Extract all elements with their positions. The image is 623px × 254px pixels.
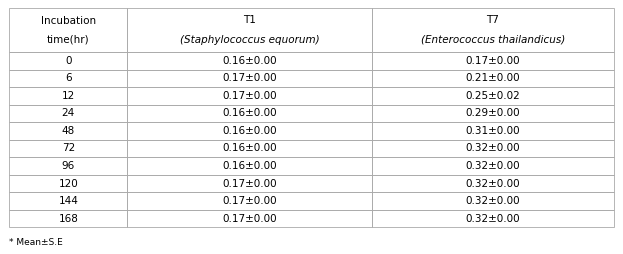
- Bar: [9, 140, 127, 157]
- Text: 0.29±0.00: 0.29±0.00: [465, 108, 520, 118]
- Text: 0.25±0.02: 0.25±0.02: [465, 91, 520, 101]
- Text: 0.21±0.00: 0.21±0.00: [465, 73, 520, 83]
- Bar: [127, 122, 372, 140]
- Bar: [9, 70, 127, 87]
- Text: Incubation: Incubation: [40, 16, 96, 26]
- Text: 0.16±0.00: 0.16±0.00: [222, 144, 277, 153]
- Text: 0.17±0.00: 0.17±0.00: [222, 91, 277, 101]
- Text: 0.32±0.00: 0.32±0.00: [465, 179, 520, 188]
- Bar: [9, 210, 127, 227]
- Text: 72: 72: [62, 144, 75, 153]
- Text: 0.17±0.00: 0.17±0.00: [465, 56, 520, 66]
- Text: 6: 6: [65, 73, 72, 83]
- Text: 0.31±0.00: 0.31±0.00: [465, 126, 520, 136]
- Bar: [9, 192, 127, 210]
- Text: T7: T7: [487, 15, 499, 25]
- Bar: [9, 122, 127, 140]
- Bar: [372, 157, 614, 175]
- Bar: [127, 210, 372, 227]
- Text: 0.32±0.00: 0.32±0.00: [465, 161, 520, 171]
- Text: 0.16±0.00: 0.16±0.00: [222, 108, 277, 118]
- Text: 0.16±0.00: 0.16±0.00: [222, 56, 277, 66]
- Text: T1: T1: [243, 15, 256, 25]
- Bar: [127, 70, 372, 87]
- Bar: [127, 192, 372, 210]
- Bar: [127, 140, 372, 157]
- Bar: [9, 175, 127, 192]
- Text: * Mean±S.E: * Mean±S.E: [9, 238, 63, 247]
- Text: 0.32±0.00: 0.32±0.00: [465, 214, 520, 224]
- Text: 0.16±0.00: 0.16±0.00: [222, 161, 277, 171]
- Bar: [372, 122, 614, 140]
- Bar: [372, 192, 614, 210]
- Bar: [372, 175, 614, 192]
- Bar: [127, 157, 372, 175]
- Bar: [127, 87, 372, 105]
- Text: 168: 168: [59, 214, 78, 224]
- Text: 96: 96: [62, 161, 75, 171]
- Text: 120: 120: [59, 179, 78, 188]
- Bar: [372, 210, 614, 227]
- Bar: [9, 8, 127, 52]
- Text: 0.17±0.00: 0.17±0.00: [222, 214, 277, 224]
- Bar: [127, 52, 372, 70]
- Bar: [372, 140, 614, 157]
- Bar: [372, 52, 614, 70]
- Text: 0.16±0.00: 0.16±0.00: [222, 126, 277, 136]
- Bar: [127, 105, 372, 122]
- Text: 0.17±0.00: 0.17±0.00: [222, 179, 277, 188]
- Text: 48: 48: [62, 126, 75, 136]
- Bar: [9, 105, 127, 122]
- Text: 144: 144: [59, 196, 78, 206]
- Bar: [127, 175, 372, 192]
- Bar: [372, 105, 614, 122]
- Text: 0: 0: [65, 56, 72, 66]
- Bar: [9, 87, 127, 105]
- Text: 12: 12: [62, 91, 75, 101]
- Bar: [372, 8, 614, 52]
- Text: (Staphylococcus equorum): (Staphylococcus equorum): [180, 35, 320, 45]
- Bar: [9, 157, 127, 175]
- Text: 24: 24: [62, 108, 75, 118]
- Bar: [372, 70, 614, 87]
- Text: (Enterococcus thailandicus): (Enterococcus thailandicus): [421, 35, 565, 45]
- Bar: [127, 8, 372, 52]
- Text: 0.17±0.00: 0.17±0.00: [222, 196, 277, 206]
- Bar: [9, 52, 127, 70]
- Bar: [372, 87, 614, 105]
- Text: 0.17±0.00: 0.17±0.00: [222, 73, 277, 83]
- Text: time(hr): time(hr): [47, 35, 90, 45]
- Text: 0.32±0.00: 0.32±0.00: [465, 196, 520, 206]
- Text: 0.32±0.00: 0.32±0.00: [465, 144, 520, 153]
